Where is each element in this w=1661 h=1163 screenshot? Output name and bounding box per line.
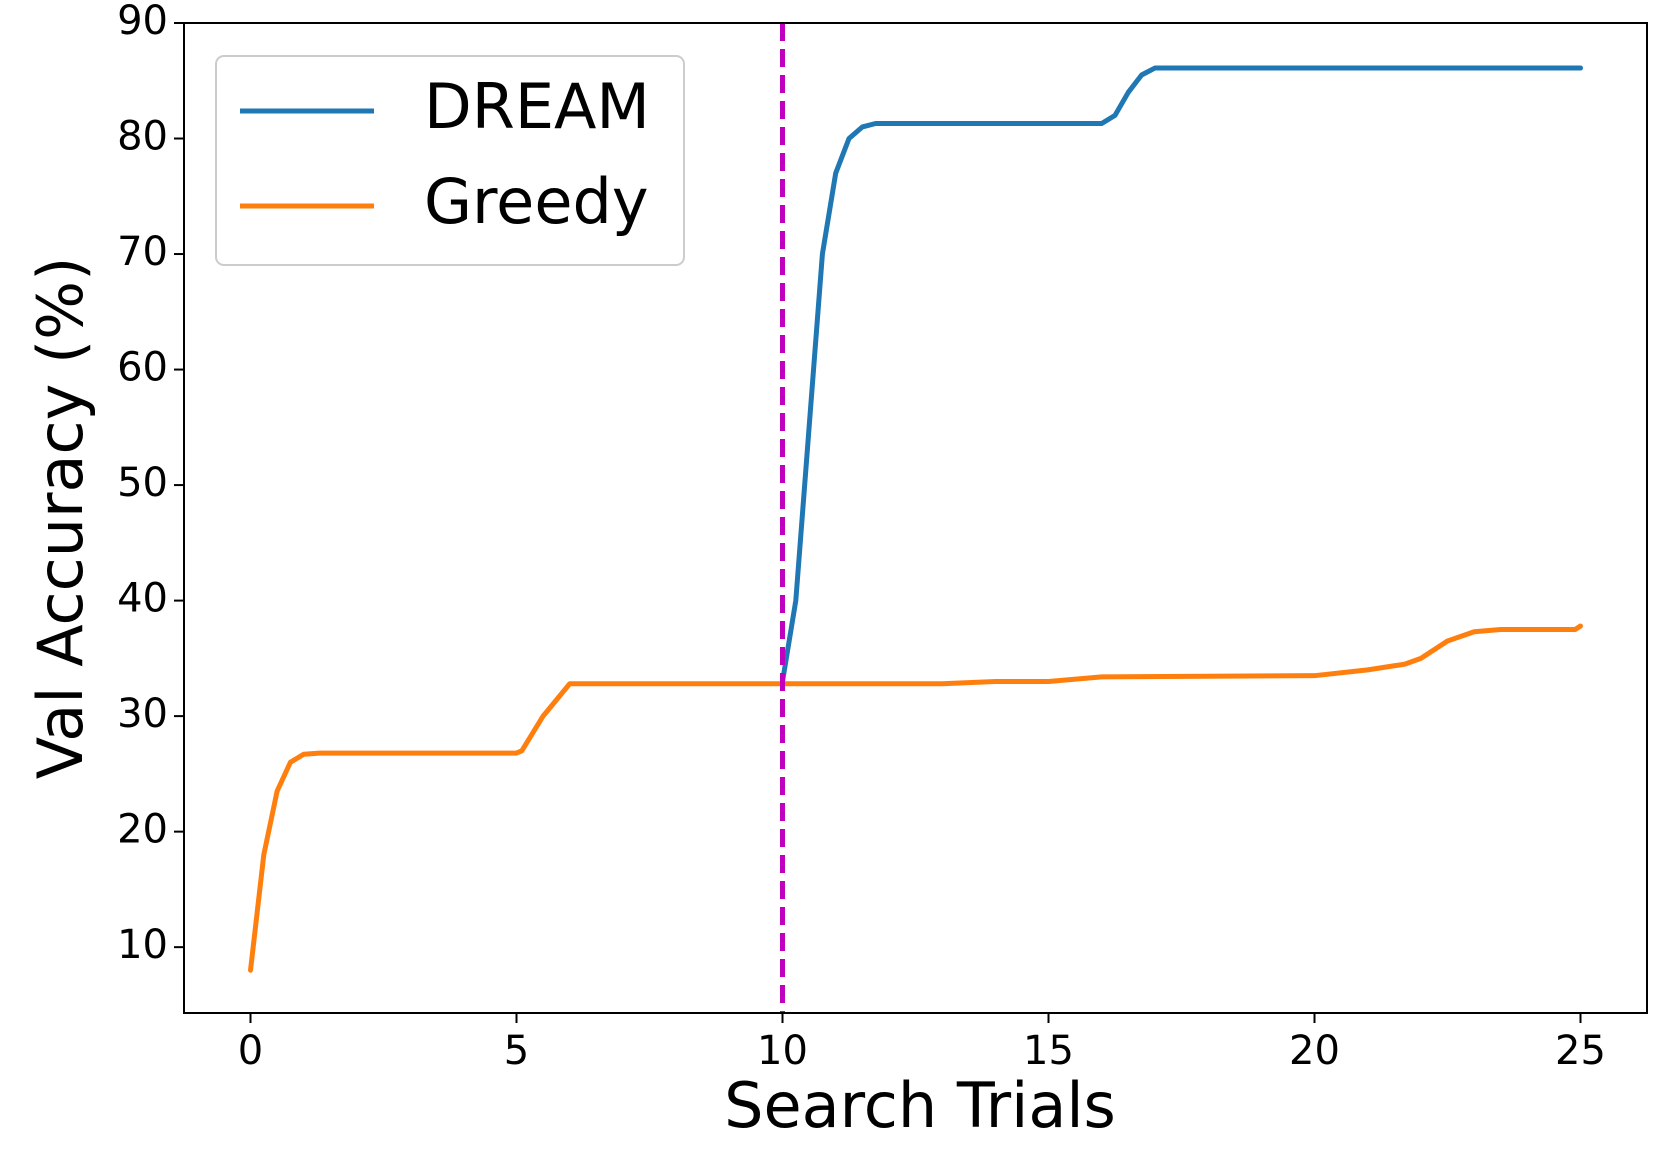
- line-series: [248, 623, 1583, 973]
- y-tick-label: 60: [117, 345, 168, 391]
- x-axis-label: Search Trials: [724, 1069, 1116, 1142]
- y-tick-label: 70: [117, 229, 168, 275]
- y-tick-label: 40: [117, 576, 168, 622]
- legend-label: DREAM: [424, 70, 650, 143]
- legend-box: [215, 55, 685, 266]
- y-tick-label: 80: [117, 114, 168, 160]
- y-tick-label: 20: [117, 807, 168, 853]
- x-tick-label: 20: [1289, 1028, 1340, 1074]
- x-tick-label: 5: [504, 1028, 529, 1074]
- legend-label: Greedy: [424, 165, 649, 238]
- y-tick-label: 90: [117, 0, 168, 44]
- y-tick-label: 10: [117, 922, 168, 968]
- x-tick-label: 25: [1555, 1028, 1606, 1074]
- line-series: [780, 65, 1583, 684]
- x-tick-label: 10: [757, 1028, 808, 1074]
- legend: DREAM Greedy: [215, 55, 685, 266]
- x-tick-label: 15: [1023, 1028, 1074, 1074]
- y-tick-label: 50: [117, 460, 168, 506]
- plot-frame: [183, 22, 1648, 1014]
- x-tick-label: 0: [238, 1028, 263, 1074]
- y-tick-label: 30: [117, 691, 168, 737]
- y-axis-label: Val Accuracy (%): [24, 257, 97, 780]
